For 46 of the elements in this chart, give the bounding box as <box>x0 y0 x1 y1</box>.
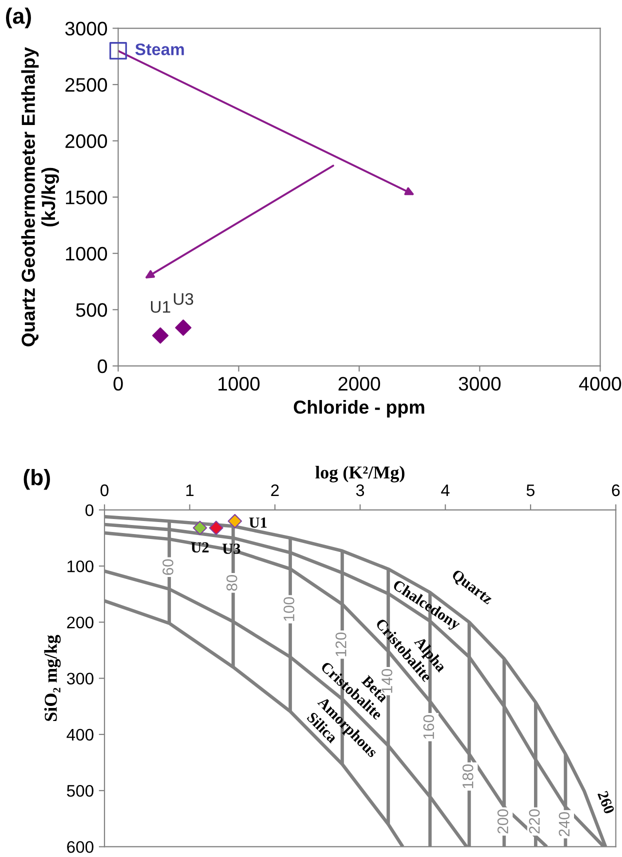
y-tick-label: 1000 <box>66 246 108 261</box>
x-tick-label: 5 <box>526 484 534 496</box>
x-tick-label: 4000 <box>579 376 622 391</box>
y-tick-label: 2500 <box>65 78 108 92</box>
y-tick-label: 300 <box>66 672 94 685</box>
x-tick-label: 3 <box>356 484 364 496</box>
y-axis-title: SiO₂ mg/kg <box>44 634 61 721</box>
annotation: 220 <box>528 809 540 834</box>
annotation: 200 <box>497 809 508 834</box>
x-tick-label: 0 <box>114 376 123 391</box>
series-label: U1 <box>150 301 170 313</box>
y-tick-label: 500 <box>66 784 94 797</box>
annotation: 80 <box>226 574 238 591</box>
series-label: U2 <box>190 542 209 553</box>
y-tick-label: 0 <box>98 359 108 374</box>
annotation: 260 <box>597 790 615 814</box>
y-tick-label: 600 <box>67 841 94 853</box>
x-tick-label: 6 <box>612 484 620 496</box>
series-label: Steam <box>135 43 184 56</box>
chart-title: (b) <box>24 468 50 490</box>
y-tick-label: 400 <box>66 728 94 741</box>
x-tick-label: 1000 <box>218 376 260 391</box>
y-tick-label: 2000 <box>65 134 108 148</box>
y-axis-title: Quartz Geothermometer Enthalpy (kJ/kg) <box>21 47 59 346</box>
annotation: 100 <box>284 597 294 621</box>
x-tick-label: 1 <box>186 484 194 496</box>
chart-title: (a) <box>6 8 31 28</box>
x-tick-label: 3000 <box>458 376 501 391</box>
y-tick-label: 100 <box>68 560 94 572</box>
y-tick-label: 200 <box>67 616 94 628</box>
x-tick-label: 2000 <box>338 376 380 391</box>
y-tick-label: 1500 <box>66 190 108 204</box>
x-tick-label: 2 <box>271 484 279 496</box>
annotation: 240 <box>558 812 570 836</box>
annotation: 120 <box>336 632 346 656</box>
x-axis-title: Chloride - ppm <box>294 400 424 418</box>
annotation: 180 <box>462 764 474 788</box>
annotation: 160 <box>423 715 434 739</box>
y-tick-label: 0 <box>85 504 94 516</box>
x-tick-label: 4 <box>441 484 450 496</box>
y-tick-label: 500 <box>76 303 108 317</box>
series-label: U1 <box>249 518 267 528</box>
annotation: 60 <box>162 559 174 575</box>
series-label: U3 <box>174 293 194 305</box>
y-tick-label: 3000 <box>65 22 108 36</box>
x-axis-title: log (K²/Mg) <box>315 466 404 482</box>
